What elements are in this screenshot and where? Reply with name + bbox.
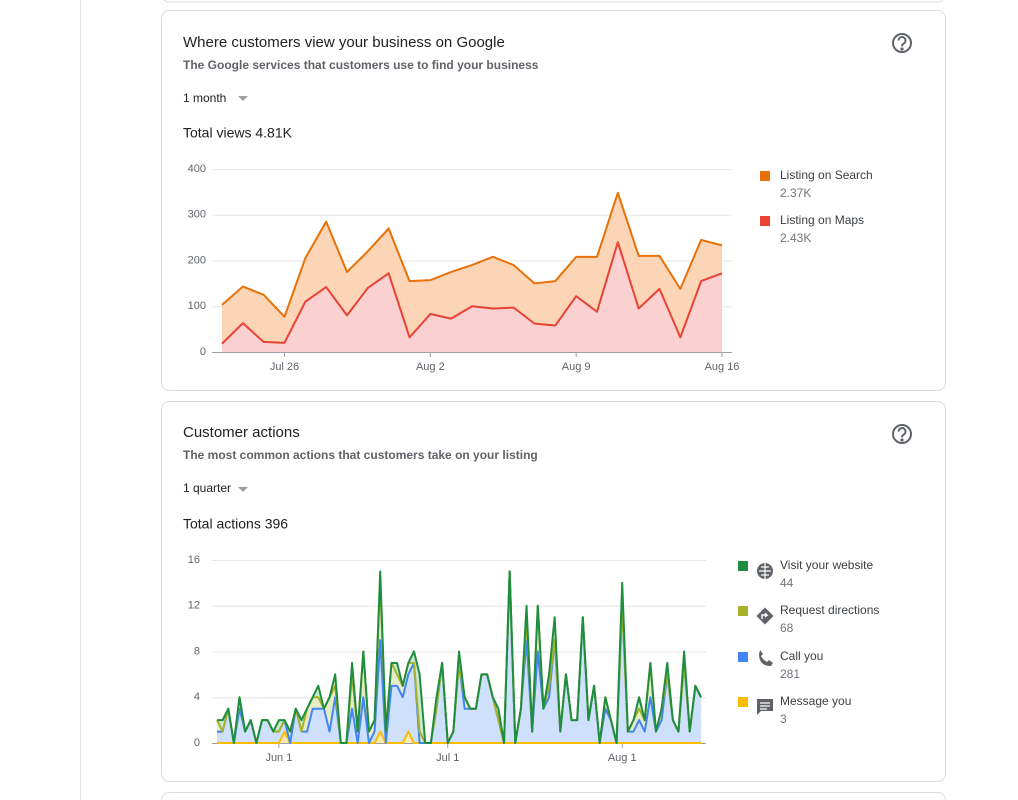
legend-swatch <box>738 697 748 707</box>
period-select[interactable]: 1 quarter <box>183 481 231 495</box>
card-title: Where customers view your business on Go… <box>183 34 505 51</box>
total: Total views 4.81K <box>183 125 293 141</box>
area <box>222 242 722 352</box>
legend-total: 2.37K <box>780 186 811 200</box>
y-tick-label: 400 <box>188 163 206 175</box>
y-tick-label: 16 <box>188 554 200 566</box>
card <box>161 401 946 782</box>
legend-swatch <box>760 171 770 181</box>
card <box>163 0 944 3</box>
card <box>161 792 946 800</box>
dropdown-arrow[interactable] <box>238 487 248 492</box>
period-select[interactable]: 1 month <box>183 91 226 105</box>
line <box>217 570 702 744</box>
legend-total: 281 <box>780 667 800 681</box>
line <box>221 191 723 318</box>
legend-label: Listing on Maps <box>780 213 864 227</box>
help-icon[interactable] <box>892 424 912 444</box>
legend-swatch <box>760 216 770 226</box>
directions-icon <box>756 607 774 625</box>
legend-swatch <box>738 606 748 616</box>
area <box>222 192 722 344</box>
card-title: Customer actions <box>183 424 300 441</box>
total: Total actions 396 <box>183 516 288 532</box>
line <box>217 730 701 744</box>
y-tick-label: 300 <box>188 209 206 221</box>
x-tick-label: Jul 26 <box>270 361 299 373</box>
card-subtitle: The Google services that customers use t… <box>183 58 539 72</box>
card-subtitle: The most common actions that customers t… <box>183 448 538 462</box>
area <box>217 571 701 743</box>
y-tick-label: 100 <box>188 300 206 312</box>
y-tick-label: 0 <box>194 737 200 749</box>
legend-label: Request directions <box>780 603 879 617</box>
legend-icons <box>756 563 774 715</box>
phone-icon <box>759 650 773 666</box>
x-tick-label: Jul 1 <box>436 752 459 764</box>
legend-label: Listing on Search <box>780 168 873 182</box>
y-tick-label: 4 <box>194 691 200 703</box>
legend-swatch <box>738 652 748 662</box>
x-tick-label: Aug 9 <box>562 361 591 373</box>
line <box>221 241 723 345</box>
y-tick-label: 12 <box>188 600 200 612</box>
legend-swatch <box>738 561 748 571</box>
y-tick-label: 8 <box>194 645 200 657</box>
dropdown-arrow[interactable] <box>238 96 248 101</box>
legend-total: 68 <box>780 621 794 635</box>
x-tick-label: Aug 1 <box>608 752 637 764</box>
y-tick-label: 0 <box>200 346 206 358</box>
legend-total: 44 <box>780 576 794 590</box>
legend-total: 3 <box>780 712 787 726</box>
x-tick-label: Aug 2 <box>416 361 445 373</box>
legend-total: 2.43K <box>780 231 811 245</box>
x-tick-label: Jun 1 <box>265 752 292 764</box>
help-icon[interactable] <box>892 33 912 53</box>
legend-label: Message you <box>780 694 851 708</box>
x-tick-label: Aug 16 <box>705 361 740 373</box>
legend-label: Visit your website <box>780 558 873 572</box>
legend-label: Call you <box>780 649 823 663</box>
y-tick-label: 200 <box>188 254 206 266</box>
